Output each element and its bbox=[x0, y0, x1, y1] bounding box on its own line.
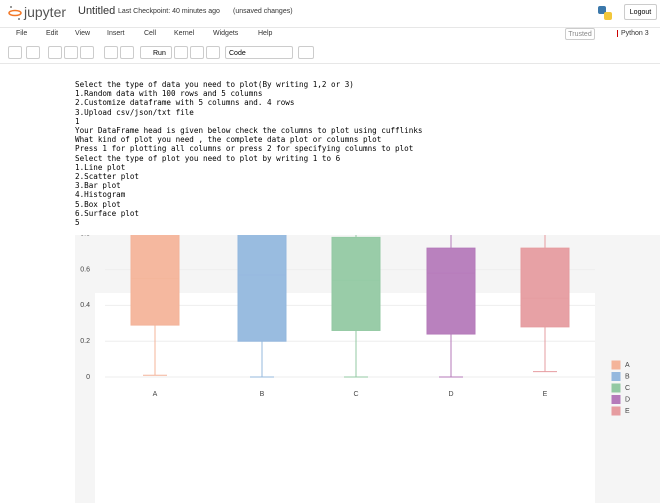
kernel-name: Python 3 bbox=[617, 30, 649, 37]
chart: 00.20.40.60.81AABBCCDDEE bbox=[75, 235, 660, 503]
menu-item[interactable]: Edit bbox=[46, 30, 59, 37]
x-tick-label: C bbox=[353, 391, 358, 398]
output-line: 6.Surface plot bbox=[75, 208, 140, 218]
output-text: Select the type of data you need to plot… bbox=[75, 80, 422, 227]
legend-swatch bbox=[611, 383, 621, 393]
legend-swatch bbox=[611, 406, 621, 416]
move-down-button[interactable] bbox=[120, 46, 134, 59]
box bbox=[426, 247, 476, 335]
x-tick-label: D bbox=[448, 391, 453, 398]
output-line: 5.Box plot bbox=[75, 199, 121, 209]
output-line: 1.Line plot bbox=[75, 162, 126, 172]
output-line: Press 1 for plotting all columns or pres… bbox=[75, 144, 414, 154]
output-line: Select the type of data you need to plot… bbox=[75, 80, 354, 89]
x-tick-label: A bbox=[153, 391, 158, 398]
output-line: 3.Bar plot bbox=[75, 181, 121, 191]
paste-button[interactable] bbox=[80, 46, 94, 59]
y-tick-label: 0.6 bbox=[80, 266, 90, 273]
x-tick-label: B bbox=[260, 391, 265, 398]
y-tick-label: 0.8 bbox=[80, 235, 90, 238]
legend-label: E bbox=[625, 408, 630, 415]
box bbox=[520, 247, 570, 328]
legend-label: A bbox=[625, 362, 630, 369]
y-tick-label: 0.4 bbox=[80, 302, 90, 309]
legend-swatch bbox=[611, 395, 621, 404]
output-line: 4.Histogram bbox=[75, 190, 126, 200]
restart-run-button[interactable] bbox=[206, 46, 220, 59]
output-line: What kind of plot you need , the complet… bbox=[75, 135, 382, 145]
menu-item[interactable]: Cell bbox=[144, 30, 157, 37]
logout-button[interactable]: Logout bbox=[624, 4, 657, 20]
move-up-button[interactable] bbox=[104, 46, 118, 59]
checkpoint: Last Checkpoint: 40 minutes ago bbox=[118, 8, 220, 15]
menu-item[interactable]: View bbox=[75, 30, 91, 37]
output-line: Select the type of plot you need to plot… bbox=[75, 153, 341, 163]
save-status: (unsaved changes) bbox=[233, 8, 293, 15]
output-line: 2.Scatter plot bbox=[75, 172, 140, 182]
command-palette-button[interactable] bbox=[298, 46, 314, 59]
menu-item[interactable]: File bbox=[16, 30, 28, 37]
box bbox=[331, 236, 381, 331]
legend-swatch bbox=[611, 372, 621, 381]
output-line: Your DataFrame head is given below check… bbox=[75, 126, 423, 136]
menu-item[interactable]: Widgets bbox=[213, 30, 239, 37]
logo-icon bbox=[8, 6, 22, 20]
cut-button[interactable] bbox=[48, 46, 62, 59]
box bbox=[130, 235, 180, 326]
save-button[interactable] bbox=[8, 46, 22, 59]
interrupt-button[interactable] bbox=[174, 46, 188, 59]
x-tick-label: E bbox=[543, 391, 548, 398]
python-icon bbox=[598, 6, 612, 20]
copy-button[interactable] bbox=[64, 46, 78, 59]
logo[interactable]: jupyter bbox=[24, 4, 67, 20]
output-line: 1.Random data with 100 rows and 5 column… bbox=[75, 89, 263, 99]
header: jupyter Untitled Last Checkpoint: 40 min… bbox=[0, 0, 660, 28]
legend-swatch bbox=[611, 360, 621, 370]
y-tick-label: 0 bbox=[86, 374, 90, 381]
legend-label: C bbox=[625, 385, 630, 392]
menu-item[interactable]: Insert bbox=[107, 30, 125, 37]
menu-bar: Trusted Python 3 File Edit View Insert Cell K… bbox=[0, 27, 660, 42]
output-area: Select the type of data you need to plot… bbox=[0, 66, 660, 503]
y-tick-label: 0.2 bbox=[80, 338, 90, 345]
toolbar: Run Code bbox=[0, 43, 660, 64]
legend-label: D bbox=[625, 396, 630, 403]
cell-type-dropdown[interactable]: Code bbox=[225, 46, 293, 59]
restart-button[interactable] bbox=[190, 46, 204, 59]
legend-label: B bbox=[625, 373, 630, 380]
notebook-name[interactable]: Untitled bbox=[78, 5, 116, 17]
output-line: 3.Upload csv/json/txt file bbox=[75, 107, 194, 117]
insert-button[interactable] bbox=[26, 46, 40, 59]
menu-item[interactable]: Kernel bbox=[174, 30, 195, 37]
menu-item[interactable]: Help bbox=[258, 30, 273, 37]
output-line: 2.Customize dataframe with 5 columns and… bbox=[75, 98, 295, 108]
trusted-indicator[interactable]: Trusted bbox=[565, 28, 595, 40]
output-line: 1 bbox=[75, 116, 80, 126]
box bbox=[237, 235, 287, 342]
output-line: 5 bbox=[75, 218, 80, 228]
run-button[interactable]: Run bbox=[140, 46, 172, 59]
